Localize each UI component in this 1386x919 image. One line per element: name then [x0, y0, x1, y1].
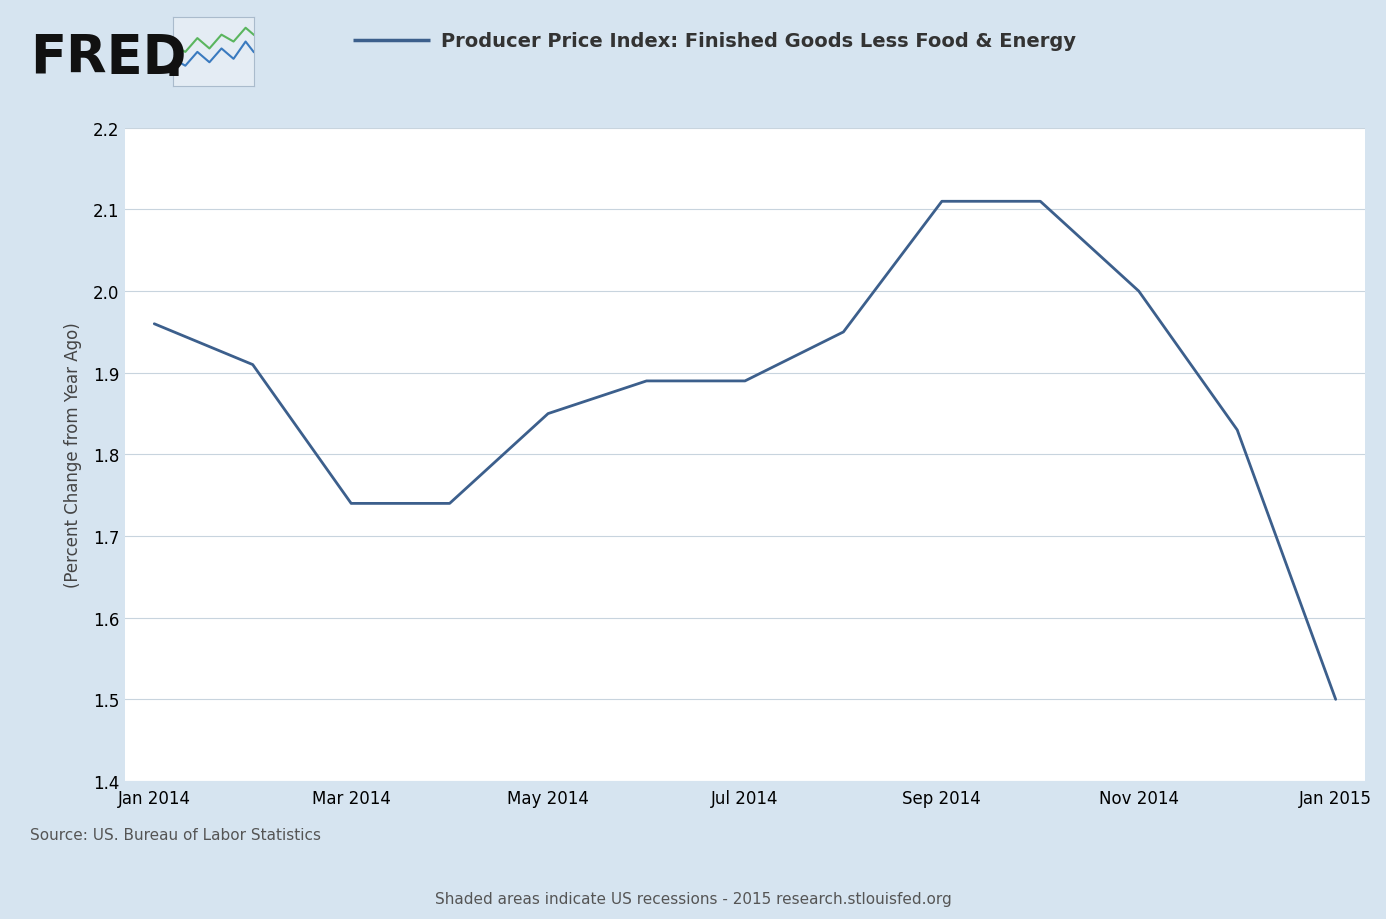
Text: FRED: FRED	[30, 32, 187, 85]
Text: Source: US. Bureau of Labor Statistics: Source: US. Bureau of Labor Statistics	[30, 827, 322, 842]
Text: Shaded areas indicate US recessions - 2015 research.stlouisfed.org: Shaded areas indicate US recessions - 20…	[435, 891, 951, 906]
Text: .: .	[164, 35, 183, 87]
Text: Producer Price Index: Finished Goods Less Food & Energy: Producer Price Index: Finished Goods Les…	[441, 32, 1076, 51]
Y-axis label: (Percent Change from Year Ago): (Percent Change from Year Ago)	[64, 323, 82, 587]
